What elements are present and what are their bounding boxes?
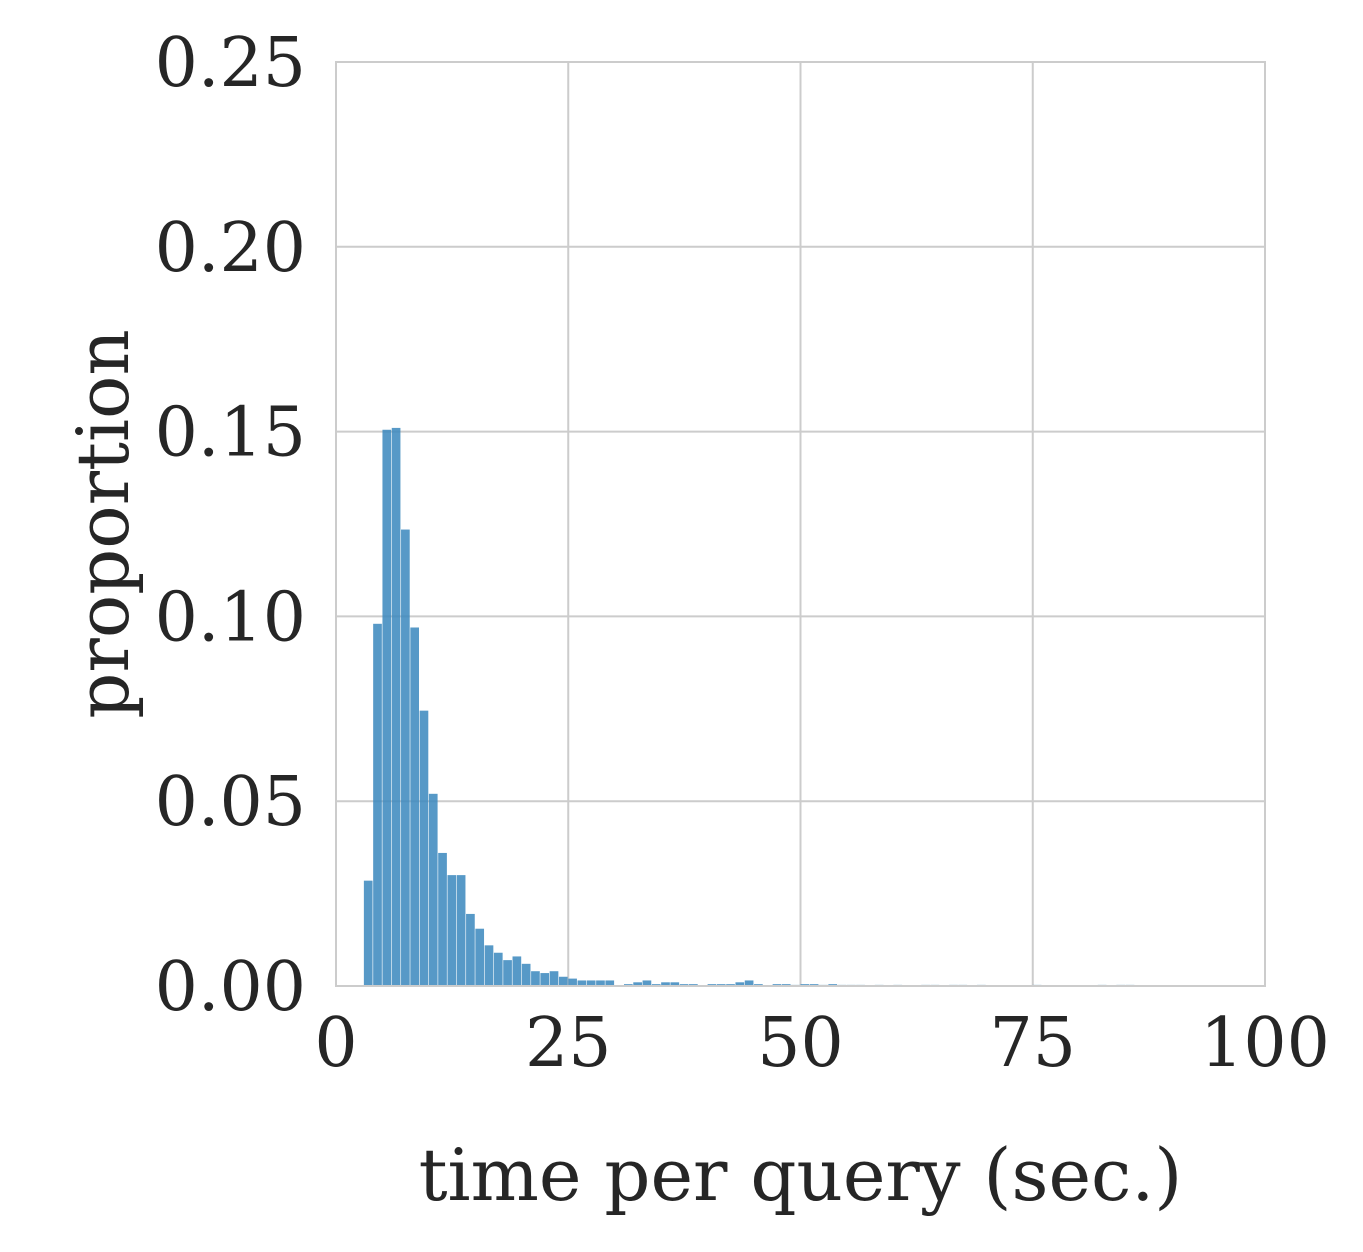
histogram-bar [735, 982, 745, 986]
histogram-bar [391, 427, 401, 986]
histogram-bar [568, 978, 577, 986]
histogram-bar [428, 793, 438, 986]
histogram-bars [363, 427, 1135, 987]
histogram-bar [410, 627, 420, 986]
histogram-bar [484, 945, 494, 986]
x-tick-label: 50 [757, 1004, 844, 1083]
histogram-bar [447, 875, 457, 986]
histogram-bar [549, 971, 559, 986]
y-tick-label: 0.10 [155, 578, 306, 657]
histogram-bar [503, 960, 512, 986]
histogram-bar [596, 980, 605, 986]
x-axis-label: time per query (sec.) [419, 1133, 1183, 1217]
histogram-bar [373, 623, 382, 986]
histogram-bar [633, 982, 642, 986]
histogram-bar [661, 982, 670, 986]
x-tick-label: 75 [989, 1004, 1076, 1083]
histogram-bar [363, 880, 373, 986]
histogram-bar [493, 952, 503, 986]
histogram-bar [531, 971, 540, 986]
histogram-bar [419, 710, 429, 986]
histogram-bar [540, 973, 550, 986]
histogram-bar [456, 875, 466, 986]
histogram-bar [670, 982, 680, 986]
y-tick-label: 0.20 [155, 209, 306, 288]
histogram-bar [438, 852, 447, 986]
y-axis-label: proportion [61, 329, 145, 718]
x-tick-label: 0 [314, 1004, 357, 1083]
histogram-bar [744, 980, 754, 986]
y-tick-label: 0.00 [155, 948, 306, 1027]
x-tick-labels: 0 25 50 75 100 [314, 1004, 1330, 1083]
histogram-bar [512, 956, 522, 986]
histogram-bar [521, 963, 531, 986]
histogram-bar [466, 913, 475, 986]
plot-frame [335, 61, 1266, 987]
y-tick-labels: 0.00 0.05 0.10 0.15 0.20 0.25 [155, 24, 306, 1027]
gridlines [335, 61, 1266, 987]
histogram-bar [382, 429, 392, 986]
histogram-bar [577, 980, 587, 986]
histogram-bar [605, 980, 615, 986]
histogram-bar [642, 980, 652, 986]
histogram-bar [586, 980, 596, 986]
y-tick-label: 0.05 [155, 763, 306, 842]
histogram-bar [558, 976, 568, 986]
histogram-bar [475, 928, 485, 986]
x-tick-label: 100 [1200, 1004, 1330, 1083]
y-tick-label: 0.15 [155, 394, 306, 473]
x-tick-label: 25 [525, 1004, 612, 1083]
histogram-bar [401, 529, 410, 986]
y-tick-label: 0.25 [155, 24, 306, 103]
